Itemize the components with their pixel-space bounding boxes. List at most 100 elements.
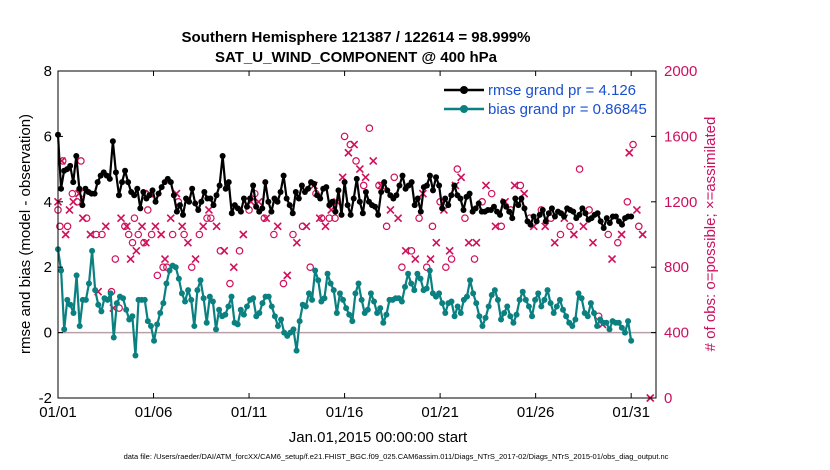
rmse-point — [167, 179, 174, 186]
obs-possible-point — [566, 222, 574, 231]
bias-point — [457, 309, 464, 316]
rmse-point — [76, 185, 83, 192]
rmse-point — [393, 192, 400, 199]
x-axis: 01/01 01/06 01/11 01/16 01/21 01/26 01/31 — [39, 71, 650, 421]
obs-assimilated-point — [579, 222, 588, 231]
bias-point — [563, 313, 570, 320]
obs-assimilated-point — [273, 222, 282, 231]
obs-possible-point — [140, 238, 148, 247]
chart-subtitle: SAT_U_WIND_COMPONENT @ 400 hPa — [215, 49, 498, 66]
rmse-point — [131, 192, 138, 199]
obs-assimilated-point — [426, 254, 435, 264]
rmse-point — [259, 205, 266, 212]
bias-point — [237, 306, 244, 313]
bias-point — [340, 296, 347, 303]
obs-possible-point — [68, 189, 77, 198]
legend-bias-label: bias grand pr = 0.86845 — [488, 101, 647, 118]
obs-layer — [53, 124, 655, 403]
bias-point — [522, 296, 529, 303]
bias-point — [377, 305, 384, 312]
obs-possible-point — [260, 214, 269, 222]
bias-point — [494, 296, 501, 303]
bias-point — [578, 295, 585, 302]
rmse-point — [228, 210, 235, 217]
bias-point — [154, 321, 161, 328]
bias-point — [265, 293, 272, 300]
bias-point — [628, 337, 635, 344]
bias-point — [278, 316, 285, 323]
bias-point — [371, 298, 378, 305]
bias-point — [516, 296, 523, 303]
bias-point — [182, 298, 189, 305]
bias-point — [157, 309, 164, 316]
bias-point — [544, 287, 551, 294]
rmse-point — [152, 198, 159, 205]
rmse-point — [125, 179, 132, 186]
rmse-point — [112, 169, 119, 176]
y2-tick-label: 2000 — [664, 63, 697, 80]
bias-point — [380, 319, 387, 326]
bias-point — [240, 311, 247, 318]
bias-point — [355, 280, 362, 287]
obs-possible-point — [422, 263, 431, 272]
obs-possible-point — [461, 214, 469, 222]
obs-assimilated-point — [199, 222, 208, 231]
y-tick-label: 0 — [44, 325, 52, 342]
obs-possible-point — [390, 173, 399, 182]
obs-possible-point — [270, 230, 278, 239]
rmse-point — [582, 210, 589, 217]
bias-point — [225, 303, 232, 310]
bias-point — [206, 293, 213, 300]
obs-assimilated-point — [229, 263, 238, 272]
rmse-point — [597, 218, 604, 225]
rmse-point — [500, 198, 507, 205]
obs-assimilated-point — [116, 214, 126, 223]
y-axis-right: 0 400 800 1200 1600 2000 — [651, 63, 697, 407]
rmse-point — [329, 198, 336, 205]
obs-assimilated-point — [401, 246, 410, 255]
x-tick-label: 01/11 — [231, 404, 267, 421]
bias-point — [405, 270, 412, 277]
rmse-point — [280, 172, 287, 179]
obs-possible-point — [306, 263, 314, 272]
bias-point — [504, 303, 511, 310]
obs-possible-point — [352, 157, 360, 165]
bias-point — [513, 311, 520, 318]
bias-point — [175, 275, 182, 282]
bias-point — [296, 318, 303, 325]
obs-possible-point — [143, 206, 152, 214]
rmse-point — [594, 210, 601, 217]
obs-possible-point — [340, 132, 349, 141]
rmse-point — [122, 167, 129, 174]
rmse-point — [353, 175, 360, 182]
rmse-point — [457, 195, 464, 202]
obs-possible-point — [147, 230, 156, 239]
rmse-point — [417, 208, 424, 215]
y-tick-label: -2 — [39, 390, 52, 407]
obs-assimilated-point — [65, 205, 74, 215]
rmse-point — [247, 195, 254, 202]
obs-assimilated-point — [432, 238, 441, 247]
y-tick-label: 6 — [44, 128, 52, 145]
bias-point — [442, 309, 449, 316]
obs-possible-point — [613, 238, 622, 247]
bias-point — [364, 306, 371, 313]
rmse-point — [561, 213, 568, 220]
rmse-point — [576, 211, 583, 218]
bias-point — [448, 298, 455, 305]
obs-assimilated-point — [132, 246, 141, 255]
obs-possible-point — [623, 198, 632, 206]
rmse-point — [58, 185, 65, 192]
rmse-point — [399, 172, 406, 179]
rmse-point — [265, 198, 272, 205]
y2-tick-label: 800 — [664, 259, 689, 276]
rmse-point — [323, 184, 330, 191]
rmse-point — [356, 198, 363, 205]
bias-point — [85, 280, 92, 287]
rmse-point — [372, 203, 379, 210]
rmse-point — [283, 195, 290, 202]
bias-point — [476, 313, 483, 320]
rmse-point — [375, 211, 382, 218]
bias-series — [55, 246, 635, 359]
bias-point — [203, 319, 210, 326]
